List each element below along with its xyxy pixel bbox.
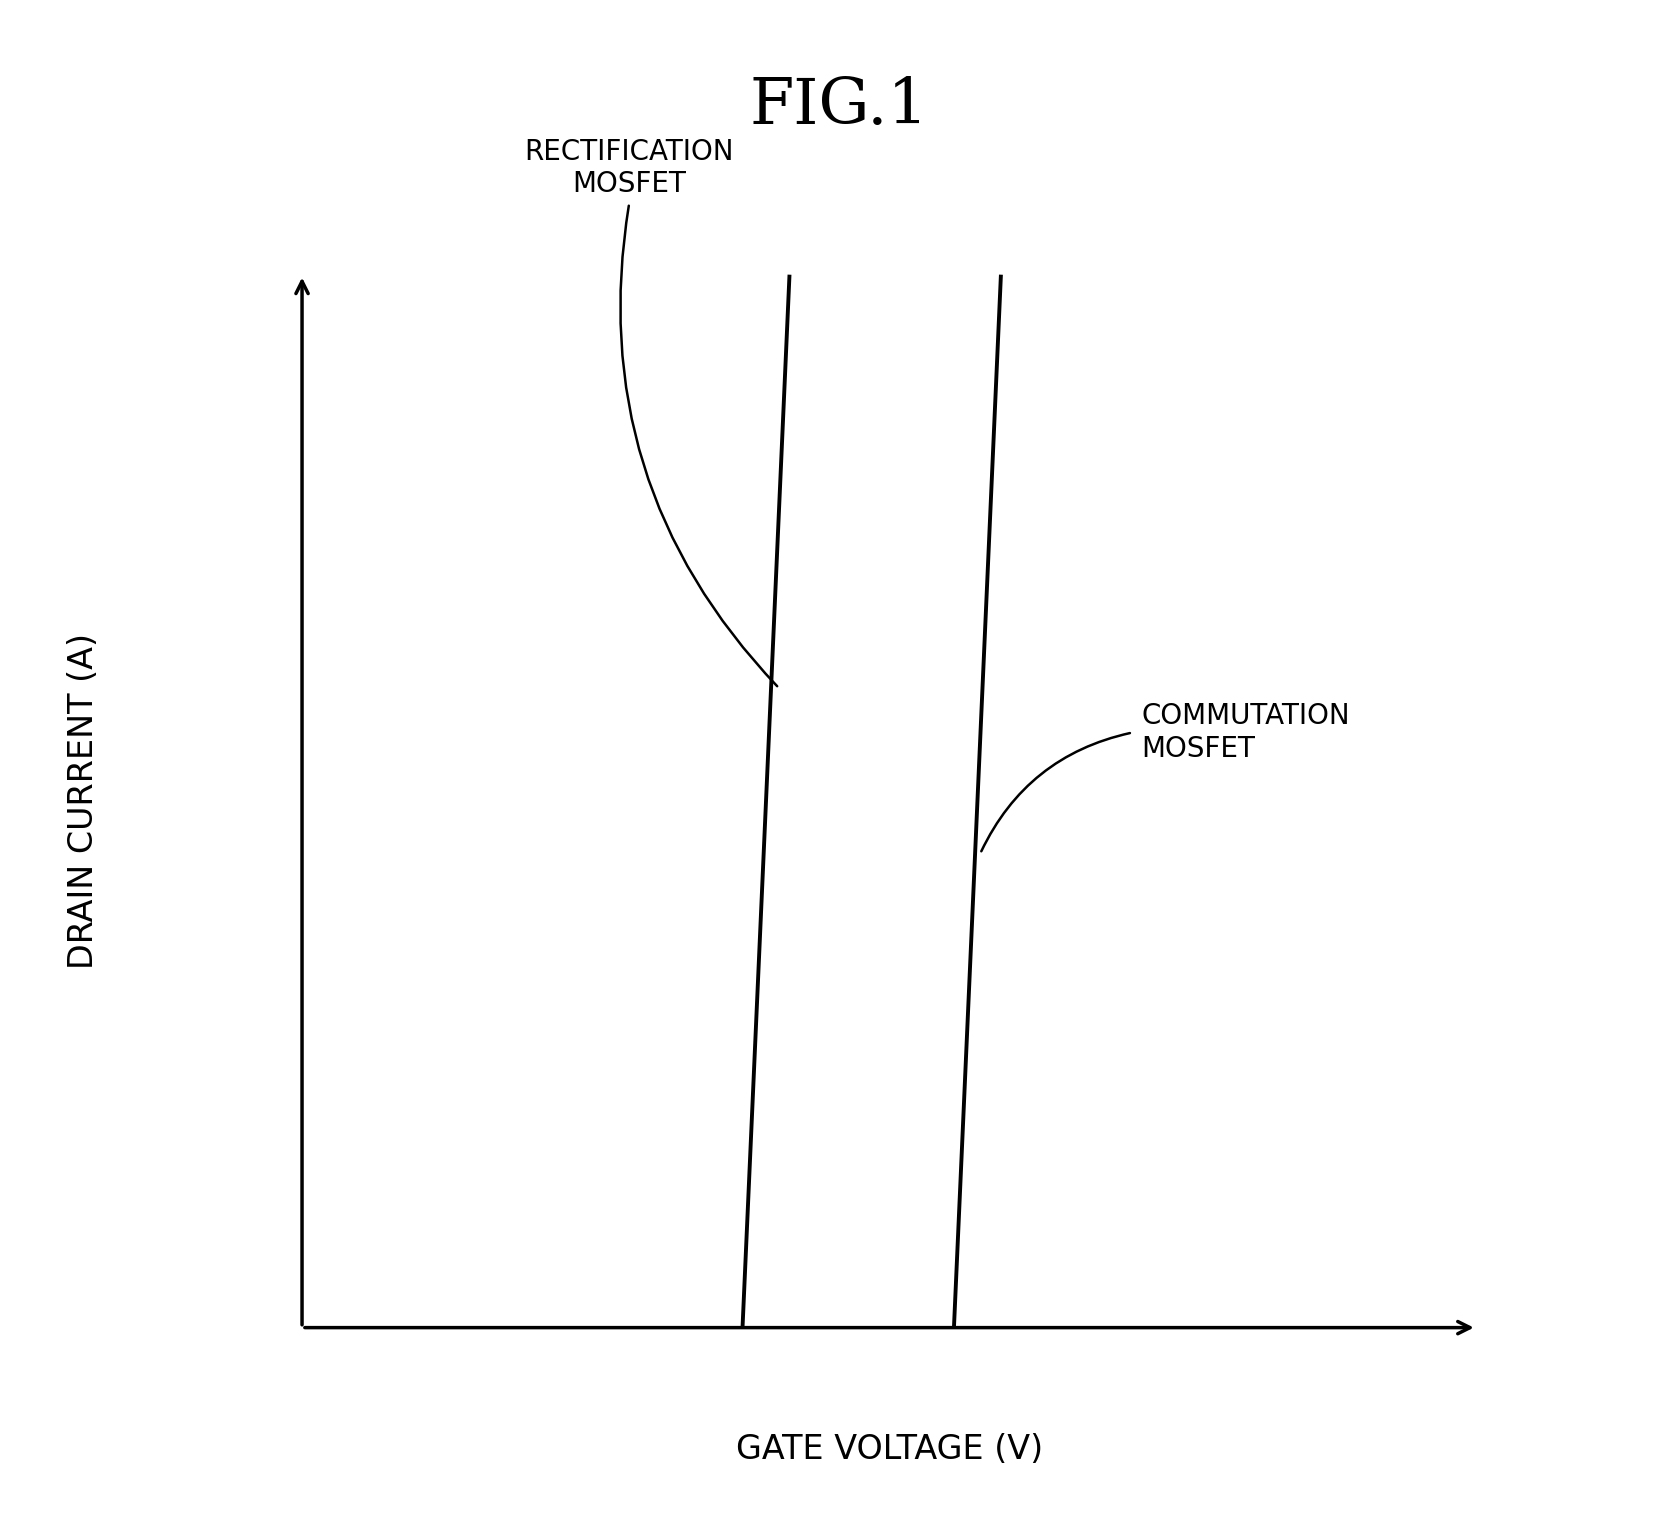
Line: 2 pts: 2 pts — [953, 275, 1000, 1328]
Text: FIG.1: FIG.1 — [750, 76, 928, 137]
Line: 2 pts: 2 pts — [742, 275, 789, 1328]
Text: COMMUTATION
MOSFET: COMMUTATION MOSFET — [1141, 702, 1349, 763]
Text: DRAIN CURRENT (A): DRAIN CURRENT (A) — [67, 633, 101, 969]
FancyArrowPatch shape — [982, 732, 1129, 852]
Text: GATE VOLTAGE (V): GATE VOLTAGE (V) — [735, 1433, 1044, 1466]
FancyArrowPatch shape — [621, 206, 777, 687]
Text: RECTIFICATION
MOSFET: RECTIFICATION MOSFET — [525, 137, 733, 198]
Point — [732, 1318, 752, 1337]
Point — [779, 266, 799, 284]
Point — [943, 1318, 963, 1337]
Point — [990, 266, 1010, 284]
